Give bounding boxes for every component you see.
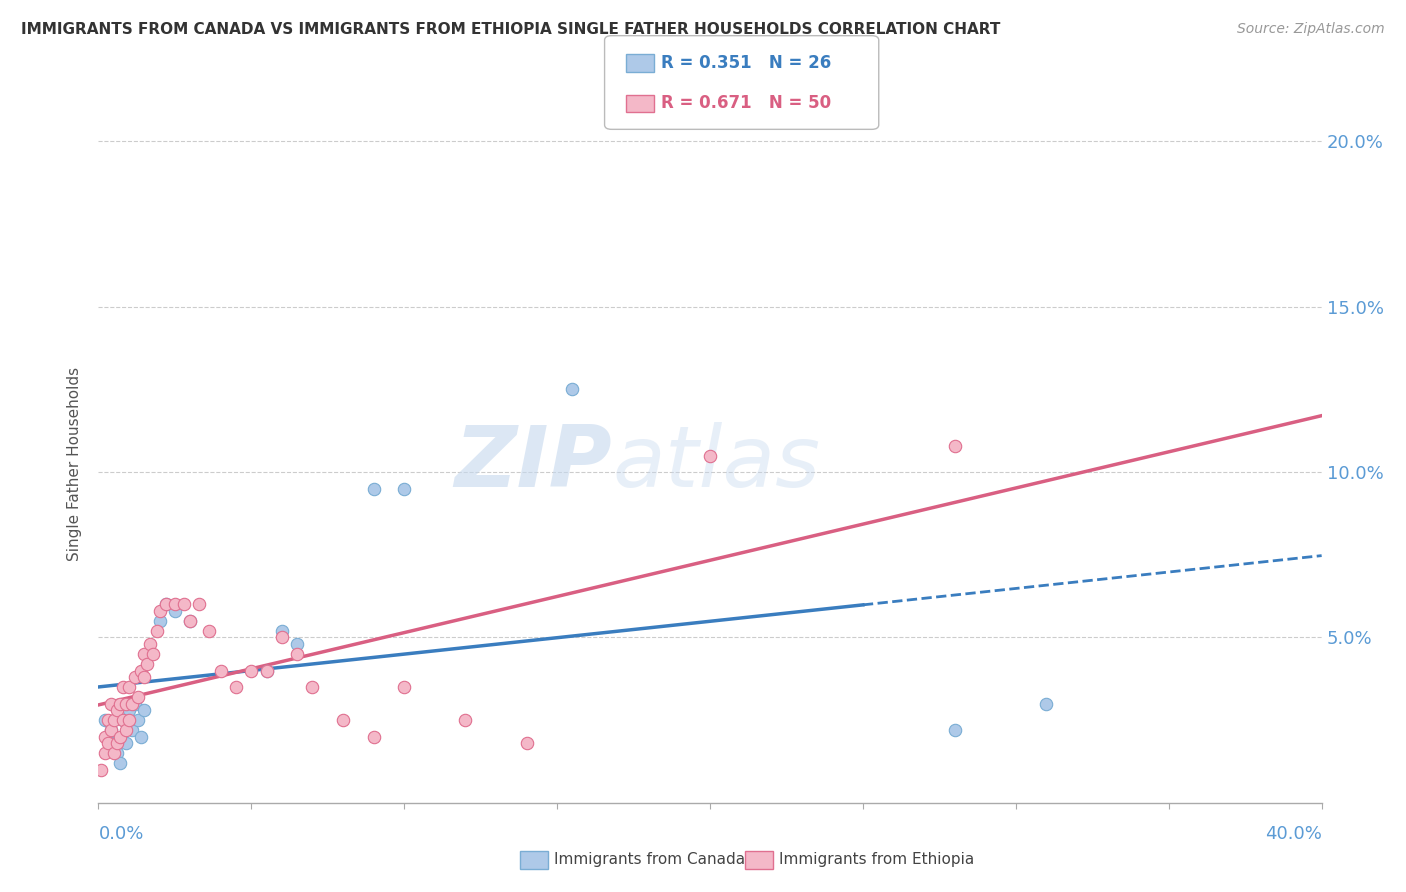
- Point: [561, 383, 583, 397]
- Point: [209, 664, 232, 678]
- Text: IMMIGRANTS FROM CANADA VS IMMIGRANTS FROM ETHIOPIA SINGLE FATHER HOUSEHOLDS CORR: IMMIGRANTS FROM CANADA VS IMMIGRANTS FRO…: [21, 22, 1001, 37]
- Text: R = 0.351   N = 26: R = 0.351 N = 26: [661, 54, 831, 72]
- Point: [111, 713, 134, 727]
- Point: [129, 664, 152, 678]
- Point: [108, 697, 131, 711]
- Point: [1035, 697, 1057, 711]
- Point: [155, 598, 177, 612]
- Point: [392, 680, 416, 694]
- Point: [149, 614, 172, 628]
- Point: [134, 647, 156, 661]
- Point: [127, 713, 149, 727]
- Point: [105, 736, 128, 750]
- Point: [149, 604, 172, 618]
- Point: [516, 736, 538, 750]
- Text: Immigrants from Ethiopia: Immigrants from Ethiopia: [779, 853, 974, 867]
- Point: [118, 680, 141, 694]
- Point: [129, 730, 152, 744]
- Point: [943, 723, 966, 737]
- Y-axis label: Single Father Households: Single Father Households: [67, 367, 83, 561]
- Point: [93, 713, 115, 727]
- Point: [285, 647, 308, 661]
- Text: Immigrants from Canada: Immigrants from Canada: [554, 853, 745, 867]
- Text: 40.0%: 40.0%: [1265, 825, 1322, 843]
- Point: [103, 736, 125, 750]
- Point: [454, 713, 477, 727]
- Point: [139, 637, 162, 651]
- Point: [225, 680, 247, 694]
- Point: [100, 723, 122, 737]
- Point: [105, 703, 128, 717]
- Point: [97, 736, 120, 750]
- Point: [173, 598, 195, 612]
- Point: [301, 680, 323, 694]
- Point: [111, 713, 134, 727]
- Point: [115, 723, 138, 737]
- Point: [145, 624, 167, 638]
- Point: [124, 670, 146, 684]
- Point: [285, 637, 308, 651]
- Point: [108, 730, 131, 744]
- Point: [363, 482, 385, 496]
- Point: [90, 763, 112, 777]
- Point: [136, 657, 159, 671]
- Point: [124, 697, 146, 711]
- Point: [179, 614, 201, 628]
- Point: [943, 439, 966, 453]
- Point: [363, 730, 385, 744]
- Point: [115, 736, 138, 750]
- Point: [134, 670, 156, 684]
- Point: [100, 723, 122, 737]
- Point: [256, 664, 278, 678]
- Point: [197, 624, 219, 638]
- Point: [111, 680, 134, 694]
- Point: [256, 664, 278, 678]
- Point: [97, 730, 120, 744]
- Point: [142, 647, 165, 661]
- Point: [97, 713, 120, 727]
- Text: R = 0.671   N = 50: R = 0.671 N = 50: [661, 95, 831, 112]
- Point: [392, 482, 416, 496]
- Point: [270, 624, 292, 638]
- Point: [100, 697, 122, 711]
- Point: [163, 604, 186, 618]
- Point: [105, 746, 128, 760]
- Point: [699, 449, 721, 463]
- Point: [179, 614, 201, 628]
- Point: [121, 697, 143, 711]
- Point: [93, 730, 115, 744]
- Point: [240, 664, 263, 678]
- Point: [93, 746, 115, 760]
- Point: [188, 598, 211, 612]
- Point: [103, 713, 125, 727]
- Point: [118, 703, 141, 717]
- Point: [118, 713, 141, 727]
- Point: [127, 690, 149, 704]
- Point: [332, 713, 354, 727]
- Text: atlas: atlas: [612, 422, 820, 506]
- Point: [163, 598, 186, 612]
- Point: [103, 746, 125, 760]
- Point: [134, 703, 156, 717]
- Point: [108, 756, 131, 771]
- Text: Source: ZipAtlas.com: Source: ZipAtlas.com: [1237, 22, 1385, 37]
- Text: ZIP: ZIP: [454, 422, 612, 506]
- Point: [270, 631, 292, 645]
- Point: [115, 697, 138, 711]
- Point: [121, 723, 143, 737]
- Text: 0.0%: 0.0%: [98, 825, 143, 843]
- Point: [155, 598, 177, 612]
